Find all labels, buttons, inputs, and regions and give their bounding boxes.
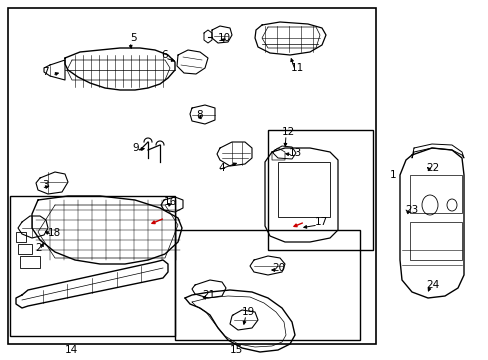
- Bar: [16, 232, 26, 242]
- Text: 20: 20: [271, 263, 285, 273]
- Text: 9: 9: [132, 143, 138, 153]
- Text: 21: 21: [202, 290, 215, 300]
- Text: 7: 7: [42, 67, 48, 77]
- Text: 10: 10: [218, 33, 231, 43]
- Text: 8: 8: [196, 110, 202, 120]
- Bar: [409, 222, 461, 260]
- Text: 19: 19: [242, 307, 255, 317]
- Text: 13: 13: [288, 148, 302, 158]
- Bar: [20, 256, 40, 268]
- Text: 23: 23: [404, 205, 417, 215]
- Text: 3: 3: [42, 180, 48, 190]
- Text: 1: 1: [389, 170, 396, 180]
- Text: 6: 6: [161, 50, 167, 60]
- Bar: [175, 230, 359, 340]
- Bar: [267, 130, 372, 250]
- Bar: [18, 244, 32, 254]
- Text: 2: 2: [35, 243, 41, 253]
- Text: 18: 18: [48, 228, 61, 238]
- Text: 15: 15: [229, 345, 243, 355]
- Text: 22: 22: [425, 163, 438, 173]
- Bar: [409, 175, 461, 213]
- Text: 12: 12: [282, 127, 295, 137]
- Bar: [10, 196, 175, 336]
- Bar: [8, 8, 375, 344]
- Text: 4: 4: [218, 163, 224, 173]
- Bar: [278, 162, 329, 217]
- Text: 24: 24: [425, 280, 438, 290]
- Text: 14: 14: [65, 345, 78, 355]
- Text: 11: 11: [290, 63, 304, 73]
- Text: 17: 17: [314, 217, 327, 227]
- Text: 5: 5: [130, 33, 136, 43]
- Text: 16: 16: [163, 197, 177, 207]
